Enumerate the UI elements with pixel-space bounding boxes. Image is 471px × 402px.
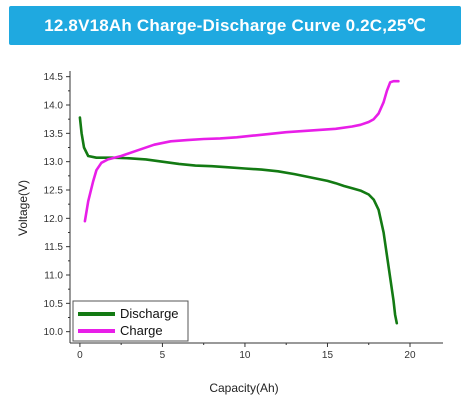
y-tick-label: 11.0 xyxy=(44,271,63,282)
x-tick-label: 5 xyxy=(160,350,166,361)
legend-label-discharge: Discharge xyxy=(120,306,179,321)
y-tick-label: 12.0 xyxy=(44,214,64,225)
x-tick-label: 0 xyxy=(77,350,83,361)
y-tick-label: 11.5 xyxy=(44,242,63,253)
y-tick-label: 12.5 xyxy=(44,186,64,197)
x-tick-label: 10 xyxy=(239,350,251,361)
y-tick-label: 10.0 xyxy=(44,327,64,338)
title-banner: 12.8V18Ah Charge-Discharge Curve 0.2C,25… xyxy=(9,6,461,45)
y-tick-label: 14.5 xyxy=(44,72,64,83)
axes: 10.0 10.5 11.0 11.5 12.0 12.5 13.0 13.5 14.0 14.5… xyxy=(44,71,443,361)
x-axis-title: Capacity(Ah) xyxy=(209,381,278,395)
series-line-charge xyxy=(83,79,400,223)
y-axis-title: Voltage(V) xyxy=(16,180,30,236)
y-tick-label: 10.5 xyxy=(44,299,64,310)
x-tick-label: 20 xyxy=(404,350,416,361)
x-tick-label: 15 xyxy=(322,350,334,361)
series-line-discharge xyxy=(78,116,399,325)
legend: Discharge Charge xyxy=(72,300,189,342)
y-tick-label: 13.0 xyxy=(44,157,64,168)
y-tick-label: 13.5 xyxy=(44,129,64,140)
legend-box xyxy=(72,300,189,342)
legend-label-charge: Charge xyxy=(120,323,163,338)
series-layer xyxy=(78,79,400,325)
y-tick-label: 14.0 xyxy=(44,101,64,112)
chart-title: 12.8V18Ah Charge-Discharge Curve 0.2C,25… xyxy=(44,15,426,35)
